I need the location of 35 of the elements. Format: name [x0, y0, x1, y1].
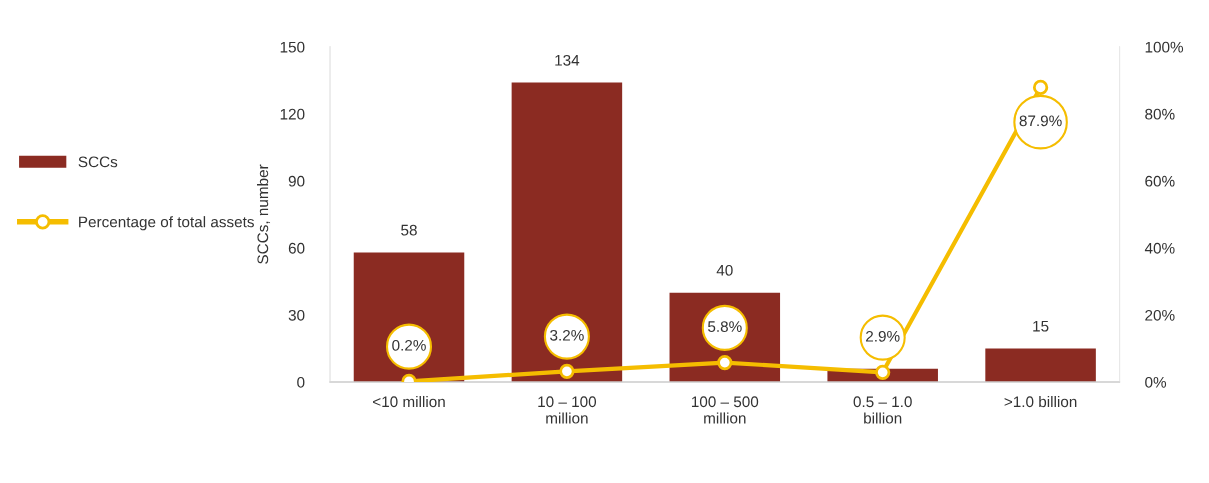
bar — [511, 82, 623, 383]
y-tick-label: 120 — [280, 108, 305, 120]
data-label: 134 — [555, 54, 580, 66]
y-tick-label: 90 — [288, 175, 305, 187]
y-tick-label: 30 — [288, 309, 305, 321]
y2-tick-label: 80% — [1145, 108, 1175, 120]
data-label: 5.8% — [708, 321, 742, 332]
data-label: 2.9% — [866, 330, 900, 342]
point — [875, 364, 891, 380]
point — [1032, 79, 1049, 96]
legend-label: Percentage of total assets — [79, 216, 254, 231]
y-tick-label: 0 — [297, 376, 305, 388]
x-tick-label: 100 – 500 million — [691, 396, 759, 424]
bar — [985, 348, 1096, 383]
x-tick-label: 10 – 100 million — [538, 396, 597, 424]
data-label: 58 — [401, 224, 417, 236]
point — [559, 363, 575, 379]
y-axis-title: SCCs, number — [256, 164, 271, 264]
point — [717, 354, 733, 371]
y2-tick-label: 0% — [1145, 376, 1167, 388]
data-label: 0.2% — [392, 339, 426, 351]
y2-tick-label: 60% — [1145, 175, 1175, 187]
y-tick-label: 60 — [288, 242, 305, 254]
x-tick-label: 0.5 – 1.0 billion — [853, 396, 912, 424]
y2-tick-label: 100% — [1145, 41, 1184, 53]
data-label: 15 — [1033, 320, 1049, 332]
x-tick-label: >1.0 billion — [1004, 395, 1077, 408]
y2-tick-label: 20% — [1145, 309, 1175, 321]
y2-tick-label: 40% — [1144, 242, 1175, 254]
legend-label: SCCs — [78, 156, 118, 168]
x-tick-label: <10 million — [373, 395, 445, 408]
data-label: 3.2% — [550, 329, 584, 341]
data-label: 40 — [716, 264, 733, 276]
y-tick-label: 150 — [280, 41, 305, 53]
data-label: 87.9% — [1019, 115, 1062, 127]
